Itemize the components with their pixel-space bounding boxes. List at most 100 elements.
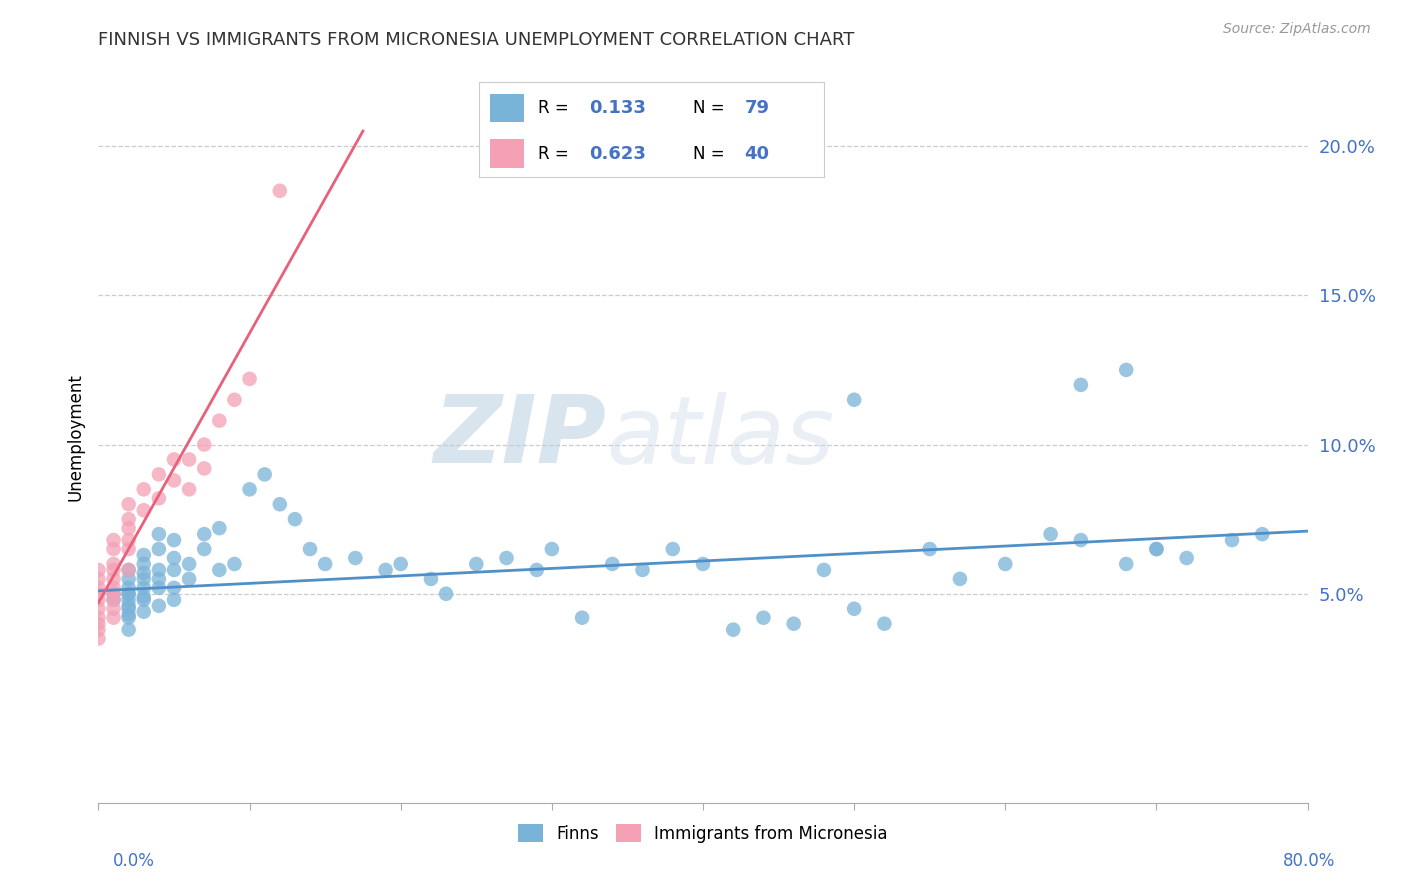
Point	[148, 491, 170, 506]
Point	[163, 581, 186, 595]
Point	[193, 437, 215, 451]
Point	[1144, 542, 1167, 557]
Point	[87, 601, 110, 615]
Point	[631, 563, 654, 577]
Point	[118, 601, 141, 615]
Point	[571, 610, 593, 624]
Point	[465, 557, 488, 571]
Point	[87, 610, 110, 624]
Text: Source: ZipAtlas.com: Source: ZipAtlas.com	[1223, 22, 1371, 37]
Point	[1115, 557, 1137, 571]
Point	[918, 542, 941, 557]
Point	[179, 452, 201, 467]
Point	[1220, 533, 1243, 547]
Point	[661, 542, 683, 557]
Point	[314, 557, 336, 571]
Point	[752, 610, 775, 624]
Point	[873, 616, 896, 631]
Point	[118, 581, 141, 595]
Text: ZIP: ZIP	[433, 391, 606, 483]
Point	[179, 483, 201, 497]
Point	[118, 563, 141, 577]
Point	[179, 557, 201, 571]
Point	[1251, 527, 1274, 541]
Text: 0.0%: 0.0%	[112, 852, 155, 870]
Point	[103, 592, 125, 607]
Point	[118, 497, 141, 511]
Point	[269, 497, 291, 511]
Point	[87, 587, 110, 601]
Point	[87, 623, 110, 637]
Point	[132, 557, 155, 571]
Point	[1144, 542, 1167, 557]
Point	[87, 632, 110, 646]
Point	[540, 542, 562, 557]
Point	[224, 557, 246, 571]
Point	[526, 563, 548, 577]
Point	[299, 542, 322, 557]
Point	[163, 533, 186, 547]
Point	[118, 607, 141, 622]
Point	[87, 616, 110, 631]
Point	[132, 581, 155, 595]
Point	[844, 392, 866, 407]
Point	[132, 548, 155, 562]
Point	[420, 572, 443, 586]
Point	[118, 592, 141, 607]
Point	[692, 557, 714, 571]
Point	[1115, 363, 1137, 377]
Point	[103, 587, 125, 601]
Y-axis label: Unemployment: Unemployment	[66, 373, 84, 501]
Point	[148, 563, 170, 577]
Point	[193, 527, 215, 541]
Point	[148, 542, 170, 557]
Text: FINNISH VS IMMIGRANTS FROM MICRONESIA UNEMPLOYMENT CORRELATION CHART: FINNISH VS IMMIGRANTS FROM MICRONESIA UN…	[98, 31, 855, 49]
Point	[239, 483, 262, 497]
Point	[163, 563, 186, 577]
Point	[163, 592, 186, 607]
Point	[118, 610, 141, 624]
Point	[224, 392, 246, 407]
Point	[118, 623, 141, 637]
Point	[103, 601, 125, 615]
Point	[103, 572, 125, 586]
Point	[1070, 533, 1092, 547]
Point	[132, 483, 155, 497]
Point	[118, 542, 141, 557]
Point	[602, 557, 624, 571]
Point	[132, 590, 155, 604]
Point	[994, 557, 1017, 571]
Point	[87, 563, 110, 577]
Point	[103, 592, 125, 607]
Point	[783, 616, 806, 631]
Point	[284, 512, 307, 526]
Point	[87, 592, 110, 607]
Point	[179, 572, 201, 586]
Point	[723, 623, 745, 637]
Point	[163, 551, 186, 566]
Point	[118, 587, 141, 601]
Point	[1070, 377, 1092, 392]
Point	[103, 610, 125, 624]
Legend: Finns, Immigrants from Micronesia: Finns, Immigrants from Micronesia	[512, 818, 894, 849]
Point	[118, 521, 141, 535]
Point	[239, 372, 262, 386]
Point	[344, 551, 367, 566]
Point	[269, 184, 291, 198]
Point	[389, 557, 412, 571]
Point	[148, 581, 170, 595]
Point	[118, 587, 141, 601]
Point	[132, 566, 155, 580]
Point	[118, 563, 141, 577]
Point	[495, 551, 517, 566]
Point	[132, 503, 155, 517]
Point	[103, 581, 125, 595]
Point	[87, 581, 110, 595]
Point	[103, 563, 125, 577]
Point	[118, 599, 141, 613]
Point	[434, 587, 457, 601]
Point	[87, 572, 110, 586]
Point	[132, 605, 155, 619]
Text: atlas: atlas	[606, 392, 835, 483]
Point	[163, 474, 186, 488]
